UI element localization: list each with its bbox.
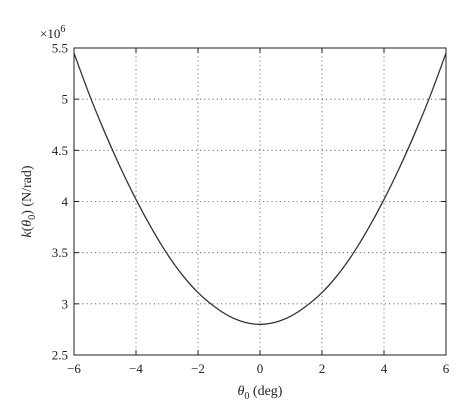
y-tick-label: 5.5 bbox=[52, 41, 68, 56]
x-tick-label: −6 bbox=[67, 361, 81, 376]
y-axis-multiplier: ×106 bbox=[40, 24, 65, 41]
series-line bbox=[73, 52, 447, 325]
y-axis-label: k(θ0) (N/rad) bbox=[20, 165, 38, 237]
x-axis-label: θ0 (deg) bbox=[238, 384, 283, 402]
x-tick-label: 0 bbox=[257, 361, 264, 376]
x-tick-label: 6 bbox=[443, 361, 450, 376]
x-tick-label: 2 bbox=[319, 361, 326, 376]
y-tick-label: 2.5 bbox=[52, 348, 68, 363]
y-tick-label: 3.5 bbox=[52, 245, 68, 260]
x-tick-labels: −6 −4 −2 0 2 4 6 bbox=[67, 361, 450, 376]
y-tick-label: 4 bbox=[62, 194, 69, 209]
y-tick-label: 3 bbox=[62, 296, 69, 311]
grid-lines bbox=[74, 48, 446, 355]
axis-ticks bbox=[73, 47, 447, 356]
y-tick-label: 5 bbox=[62, 92, 69, 107]
x-tick-label: −2 bbox=[191, 361, 205, 376]
x-tick-label: 4 bbox=[381, 361, 388, 376]
y-tick-label: 4.5 bbox=[52, 143, 68, 158]
y-tick-labels: 2.5 3 3.5 4 4.5 5 5.5 bbox=[52, 41, 69, 363]
x-tick-label: −4 bbox=[129, 361, 143, 376]
